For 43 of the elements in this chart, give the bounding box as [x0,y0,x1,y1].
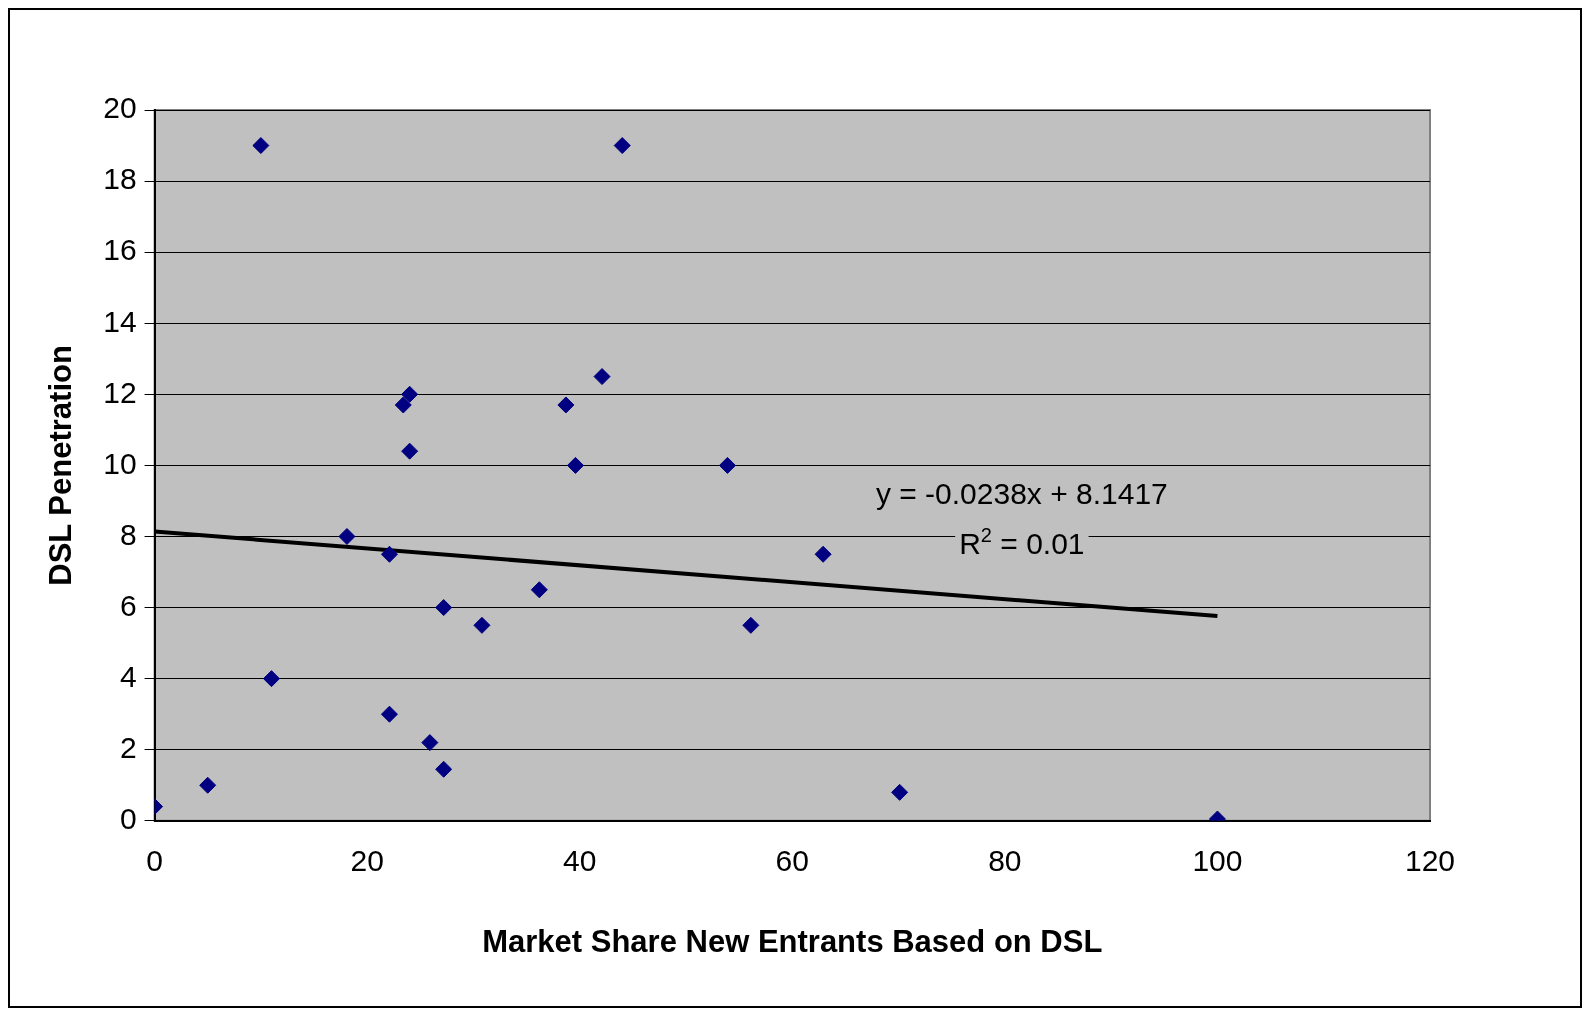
point [338,527,356,545]
x-axis-title: Market Share New Entrants Based on DSL [482,923,1103,959]
x-tick-label: 80 [988,844,1022,878]
point [613,137,631,155]
y-tick-label: 12 [103,375,137,409]
y-tick-label: 0 [119,802,137,836]
point [473,616,491,634]
y-axis-title: DSL Penetration [43,345,79,586]
point [401,385,419,403]
point [435,760,453,778]
x-tick-label: 120 [1404,844,1456,878]
y-tick-label: 14 [103,304,137,338]
x-tick-label: 40 [563,844,597,878]
point [199,776,217,794]
point [394,396,412,414]
y-tick-label: 18 [103,162,137,196]
point [566,456,584,474]
y-tick-label: 10 [103,446,137,480]
point [718,456,736,474]
point [262,670,280,688]
point [435,599,453,617]
point [742,616,760,634]
y-tick-label: 4 [119,659,137,693]
point [421,734,439,752]
point [593,368,611,386]
point [380,545,398,563]
point [814,545,832,563]
annotation: y = -0.0238x + 8.1417 [875,477,1168,511]
y-tick-label: 2 [119,730,137,764]
x-tick-label: 60 [775,844,809,878]
point [530,581,548,599]
x-tick-label: 20 [350,844,384,878]
point [891,783,909,801]
y-tick-label: 20 [103,91,137,125]
y-tick-label: 8 [119,517,137,551]
point [401,442,419,460]
y-tick-label: 16 [103,233,137,267]
point [557,396,575,414]
x-tick-label: 100 [1192,844,1243,878]
point [380,705,398,723]
y-tick-label: 6 [119,588,137,622]
point [252,137,270,155]
x-tick-label: 0 [146,844,163,878]
